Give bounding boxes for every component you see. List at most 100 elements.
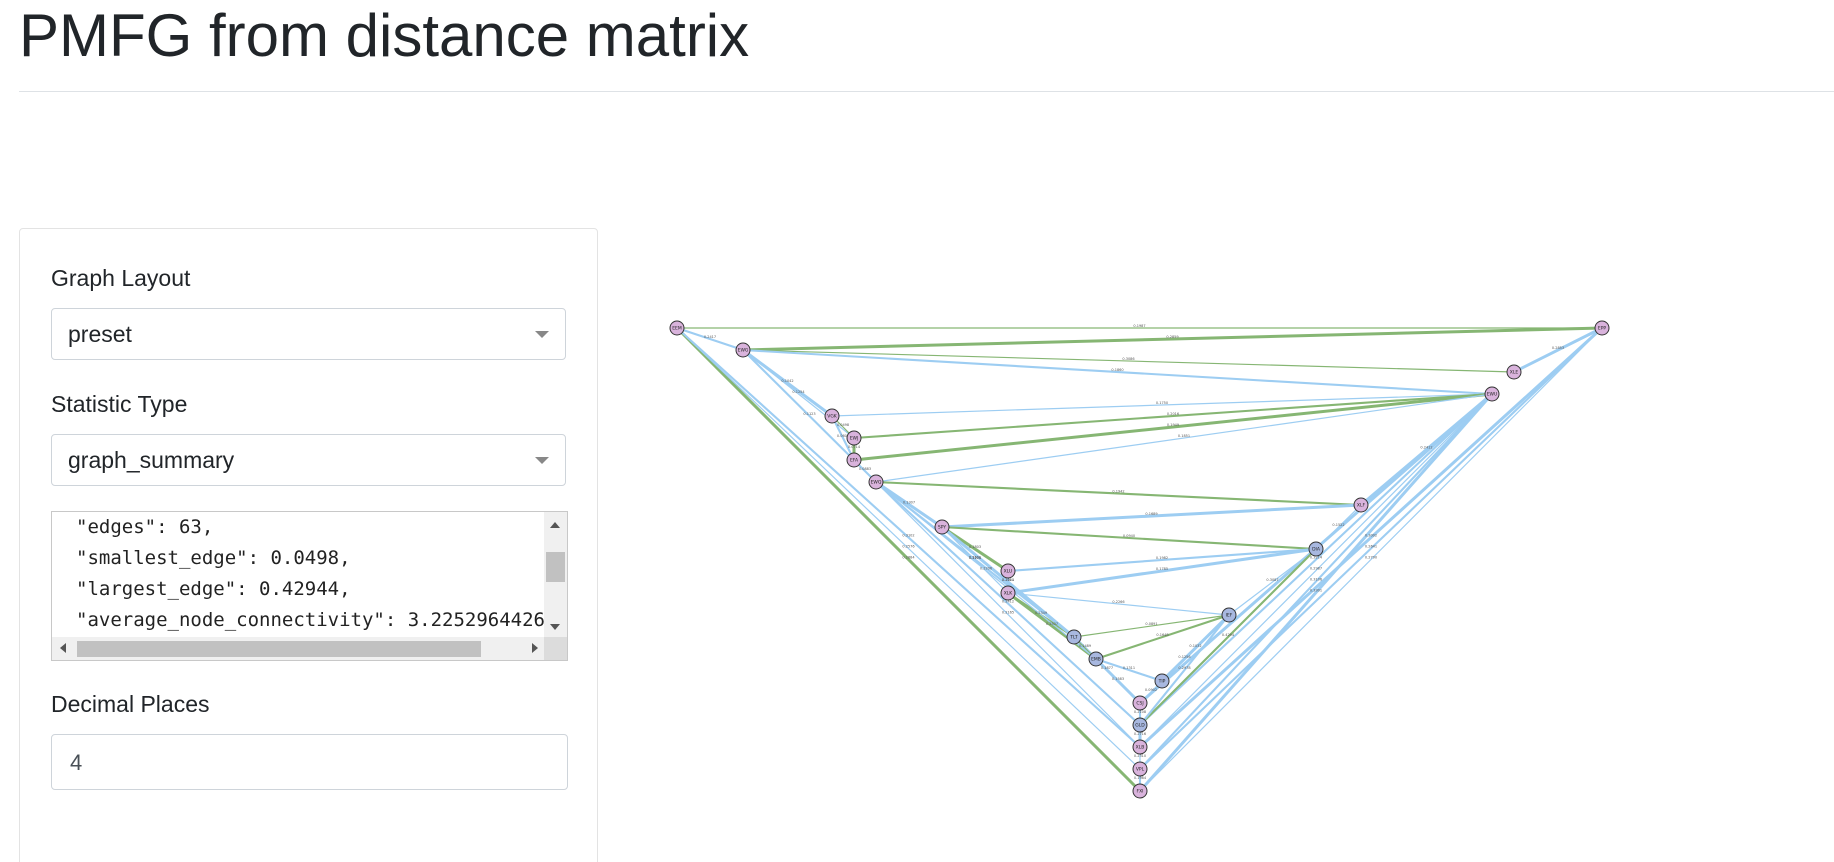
graph-node[interactable]: XLE — [1506, 364, 1522, 380]
node-circle[interactable] — [1066, 629, 1082, 645]
graph-edge[interactable] — [1139, 327, 1603, 770]
graph-node[interactable]: XLK — [1000, 585, 1016, 601]
node-circle[interactable] — [669, 320, 685, 336]
node-circle[interactable] — [1506, 364, 1522, 380]
horizontal-scrollbar[interactable] — [52, 637, 546, 660]
graph-edge[interactable] — [875, 481, 1141, 726]
graph-edge[interactable] — [1513, 326, 1603, 374]
graph-edge[interactable] — [676, 327, 744, 351]
graph-edge[interactable] — [875, 393, 1493, 483]
graph-edge[interactable] — [941, 525, 1075, 639]
pmfg-graph[interactable]: 0.1987 0.2417 0.2884 0.2576 0.3102 0.2859 0.30… — [640, 300, 1640, 820]
node-circle[interactable] — [1221, 607, 1237, 623]
node-circle[interactable] — [846, 452, 862, 468]
node-circle[interactable] — [1000, 563, 1016, 579]
graph-node[interactable]: FXI — [1132, 783, 1148, 799]
graph-node[interactable]: EWQ — [868, 474, 884, 490]
graph-edge[interactable] — [1360, 392, 1493, 507]
graph-node[interactable]: DIA — [1308, 541, 1324, 557]
node-circle[interactable] — [1154, 673, 1170, 689]
graph-node[interactable]: TIP — [1154, 673, 1170, 689]
graph-edge[interactable] — [1007, 547, 1317, 595]
graph-node[interactable]: SPY — [934, 519, 950, 535]
graph-edge[interactable] — [1139, 393, 1493, 770]
graph-node[interactable]: EEM — [669, 320, 685, 336]
graph-edge[interactable] — [1007, 591, 1097, 661]
graph-edge[interactable] — [675, 326, 1142, 793]
graph-node[interactable]: EFA — [846, 452, 862, 468]
graph-edge[interactable] — [941, 525, 1317, 551]
graph-edge[interactable] — [742, 326, 1603, 352]
graph-edge[interactable] — [1139, 548, 1317, 726]
graph-edge[interactable] — [875, 481, 1141, 748]
graph-node[interactable]: VPL — [1132, 761, 1148, 777]
graph-edge[interactable] — [742, 349, 1515, 373]
node-circle[interactable] — [1132, 695, 1148, 711]
graph-edge[interactable] — [1138, 393, 1494, 792]
graph-edge[interactable] — [1315, 504, 1362, 550]
graph-node[interactable]: EMB — [1088, 651, 1104, 667]
graph-edge[interactable] — [1007, 547, 1317, 573]
node-circle[interactable] — [1353, 497, 1369, 513]
graph-edge[interactable] — [831, 393, 1493, 417]
node-circle[interactable] — [1088, 651, 1104, 667]
graph-edge[interactable] — [941, 503, 1362, 529]
graph-edge[interactable] — [1228, 548, 1317, 616]
graph-edge[interactable] — [831, 415, 855, 461]
graph-node[interactable]: VGK — [824, 408, 840, 424]
statistics-output[interactable]: "edges": 63, "smallest_edge": 0.0498, "l… — [51, 511, 568, 661]
graph-node[interactable]: TLT — [1066, 629, 1082, 645]
graph-node[interactable]: XLU — [1000, 563, 1016, 579]
graph-edge[interactable] — [1139, 393, 1493, 726]
graph-node[interactable]: XLF — [1353, 497, 1369, 513]
graph-edge[interactable] — [1139, 327, 1603, 792]
graph-node[interactable]: EWU — [1484, 386, 1500, 402]
node-circle[interactable] — [1000, 585, 1016, 601]
vertical-scrollbar[interactable] — [544, 512, 567, 638]
graph-node[interactable]: IEF — [1221, 607, 1237, 623]
scroll-left-icon[interactable] — [60, 643, 66, 653]
graph-node[interactable]: EWG — [735, 342, 751, 358]
graph-edge[interactable] — [1139, 393, 1493, 748]
scroll-up-icon[interactable] — [550, 522, 560, 528]
node-circle[interactable] — [934, 519, 950, 535]
scroll-thumb[interactable] — [77, 641, 481, 657]
node-circle[interactable] — [1132, 739, 1148, 755]
edge-weight-label: 0.2310 — [1134, 754, 1146, 758]
decimal-places-input[interactable]: 4 — [51, 734, 568, 790]
scroll-right-icon[interactable] — [532, 643, 538, 653]
graph-edge[interactable] — [1007, 592, 1230, 616]
node-circle[interactable] — [1132, 717, 1148, 733]
edge-weight-label: 0.1942 — [1112, 490, 1124, 494]
scroll-down-icon[interactable] — [550, 624, 560, 630]
node-circle[interactable] — [1132, 761, 1148, 777]
graph-edge[interactable] — [1095, 658, 1163, 682]
graph-node[interactable]: XLB — [1132, 739, 1148, 755]
graph-node[interactable]: GLD — [1132, 717, 1148, 733]
node-circle[interactable] — [1594, 320, 1610, 336]
graph-edge[interactable] — [676, 327, 1141, 748]
graph-edge[interactable] — [875, 480, 1362, 507]
graph-edge[interactable] — [853, 392, 1493, 462]
graph-edge[interactable] — [676, 327, 1141, 770]
node-circle[interactable] — [824, 408, 840, 424]
graph-edge[interactable] — [1095, 614, 1230, 660]
graph-edge[interactable] — [1139, 614, 1230, 726]
graph-edge[interactable] — [742, 348, 1493, 396]
node-circle[interactable] — [1132, 783, 1148, 799]
graph-edge[interactable] — [1094, 657, 1142, 705]
node-circle[interactable] — [846, 430, 862, 446]
node-circle[interactable] — [735, 342, 751, 358]
graph-node[interactable]: EWJ — [846, 430, 862, 446]
node-circle[interactable] — [1308, 541, 1324, 557]
node-circle[interactable] — [868, 474, 884, 490]
graph-edge[interactable] — [853, 392, 1493, 440]
graph-layout-select[interactable]: preset — [51, 308, 566, 360]
statistic-type-select[interactable]: graph_summary — [51, 434, 566, 486]
graph-edge[interactable] — [1073, 614, 1230, 638]
graph-node[interactable]: CSJ — [1132, 695, 1148, 711]
graph-edge[interactable] — [1138, 326, 1604, 749]
scroll-thumb[interactable] — [546, 552, 565, 582]
node-circle[interactable] — [1484, 386, 1500, 402]
graph-node[interactable]: EPP — [1594, 320, 1610, 336]
